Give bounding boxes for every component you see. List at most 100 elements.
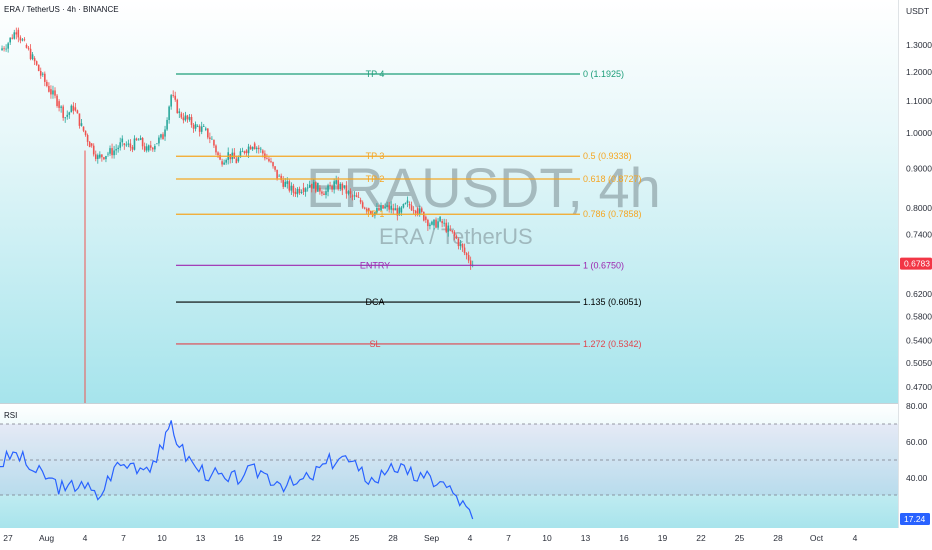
time-axis[interactable]: 27 Aug 4 7 10 13 16 19 22 25 28 Sep 4 7 10 13 16 19 22 25 28…	[3, 533, 857, 543]
candle	[429, 222, 431, 230]
candle	[363, 206, 366, 210]
candle	[427, 218, 429, 231]
candle	[145, 143, 148, 153]
candle	[44, 71, 46, 87]
candle	[331, 184, 333, 193]
chart-title[interactable]: ERA / TetherUS · 4h · BINANCE	[4, 5, 119, 14]
level-tp-4[interactable]: TP 4 0 (1.1925)	[176, 69, 624, 79]
time-tick-label: 27	[3, 533, 13, 543]
candle	[198, 124, 201, 137]
candle	[186, 114, 189, 123]
level-tp-2[interactable]: TP 2 0.618 (0.8727)	[176, 174, 642, 184]
candle	[149, 140, 152, 151]
candle	[141, 137, 144, 150]
candle	[23, 37, 26, 42]
level-ratio: 0.5 (0.9338)	[583, 151, 632, 161]
candle	[70, 104, 73, 113]
currency-label[interactable]: USDT	[906, 6, 929, 16]
rsi-line-group	[0, 420, 474, 520]
candle	[255, 146, 258, 154]
level-label: TP 4	[366, 69, 385, 79]
candle	[50, 85, 52, 99]
level-sl[interactable]: SL 1.272 (0.5342)	[176, 339, 642, 349]
candle	[196, 124, 199, 128]
candle	[154, 143, 156, 152]
time-tick-label: 4	[853, 533, 858, 543]
time-tick-label: Oct	[810, 533, 824, 543]
candle	[408, 201, 411, 209]
candle	[235, 155, 238, 164]
level-tp-3[interactable]: TP 3 0.5 (0.9338)	[176, 151, 632, 161]
candle	[215, 144, 217, 156]
candle	[433, 219, 435, 230]
candle	[294, 187, 297, 198]
rsi-pane-background	[0, 404, 898, 528]
rsi-label[interactable]: RSI	[4, 411, 17, 420]
rsi-axis[interactable]: 80.00 60.00 40.00 17.24	[900, 401, 930, 525]
level-label: DCA	[365, 297, 384, 307]
candle	[172, 90, 174, 98]
candle	[296, 187, 299, 198]
candle	[465, 252, 468, 260]
candle	[225, 158, 227, 165]
level-tp-1[interactable]: TP 1 0.786 (0.7858)	[176, 209, 642, 219]
candle	[99, 151, 101, 159]
candle	[243, 150, 246, 155]
candle	[192, 122, 195, 133]
candle	[441, 218, 443, 228]
time-tick-label: 19	[273, 533, 283, 543]
time-tick-label: 25	[350, 533, 360, 543]
level-entry[interactable]: ENTRY 1 (0.6750)	[176, 260, 624, 270]
candle	[251, 146, 254, 152]
candle	[347, 190, 350, 196]
candle	[384, 203, 386, 210]
time-tick-label: 22	[696, 533, 706, 543]
level-dca[interactable]: DCA 1.135 (0.6051)	[176, 297, 642, 307]
candle	[188, 113, 191, 122]
time-tick-label: 7	[121, 533, 126, 543]
candle	[204, 126, 207, 132]
candle	[123, 143, 126, 150]
candle	[329, 181, 331, 187]
candle	[139, 135, 142, 141]
candle	[21, 38, 24, 42]
candle	[166, 117, 168, 131]
candle	[94, 150, 97, 162]
candle	[217, 151, 219, 159]
candle	[48, 82, 50, 93]
rsi-tick-label: 60.00	[906, 437, 928, 447]
candle	[113, 145, 115, 159]
time-tick-label: 16	[234, 533, 244, 543]
candle	[327, 183, 329, 197]
candle	[13, 29, 16, 40]
candle	[200, 121, 203, 135]
candle	[317, 182, 319, 192]
current-price-tag: 0.6783	[900, 257, 932, 270]
price-tick-label: 0.8000	[906, 203, 932, 213]
level-label: ENTRY	[360, 260, 390, 270]
price-axis[interactable]: 1.3000 1.2000 1.1000 1.0000 0.9000 0.8000 0.74…	[900, 40, 932, 392]
candle	[343, 185, 346, 190]
candle	[180, 111, 183, 120]
candle	[160, 133, 162, 140]
candle	[164, 125, 166, 141]
candle	[7, 41, 9, 53]
candle	[361, 200, 364, 209]
time-tick-label: Sep	[424, 533, 439, 543]
candle	[194, 121, 197, 132]
price-tick-label: 0.5400	[906, 335, 932, 345]
svg-text:0.6783: 0.6783	[904, 259, 930, 269]
candle	[274, 165, 276, 172]
candle	[410, 201, 413, 212]
candle	[29, 44, 32, 61]
candle	[367, 207, 370, 215]
price-tick-label: 1.2000	[906, 67, 932, 77]
time-tick-label: 16	[619, 533, 629, 543]
candle	[82, 126, 85, 133]
candle	[143, 142, 146, 153]
candle	[380, 202, 382, 212]
candle	[119, 137, 122, 151]
candle	[288, 179, 291, 193]
candle	[137, 138, 140, 141]
